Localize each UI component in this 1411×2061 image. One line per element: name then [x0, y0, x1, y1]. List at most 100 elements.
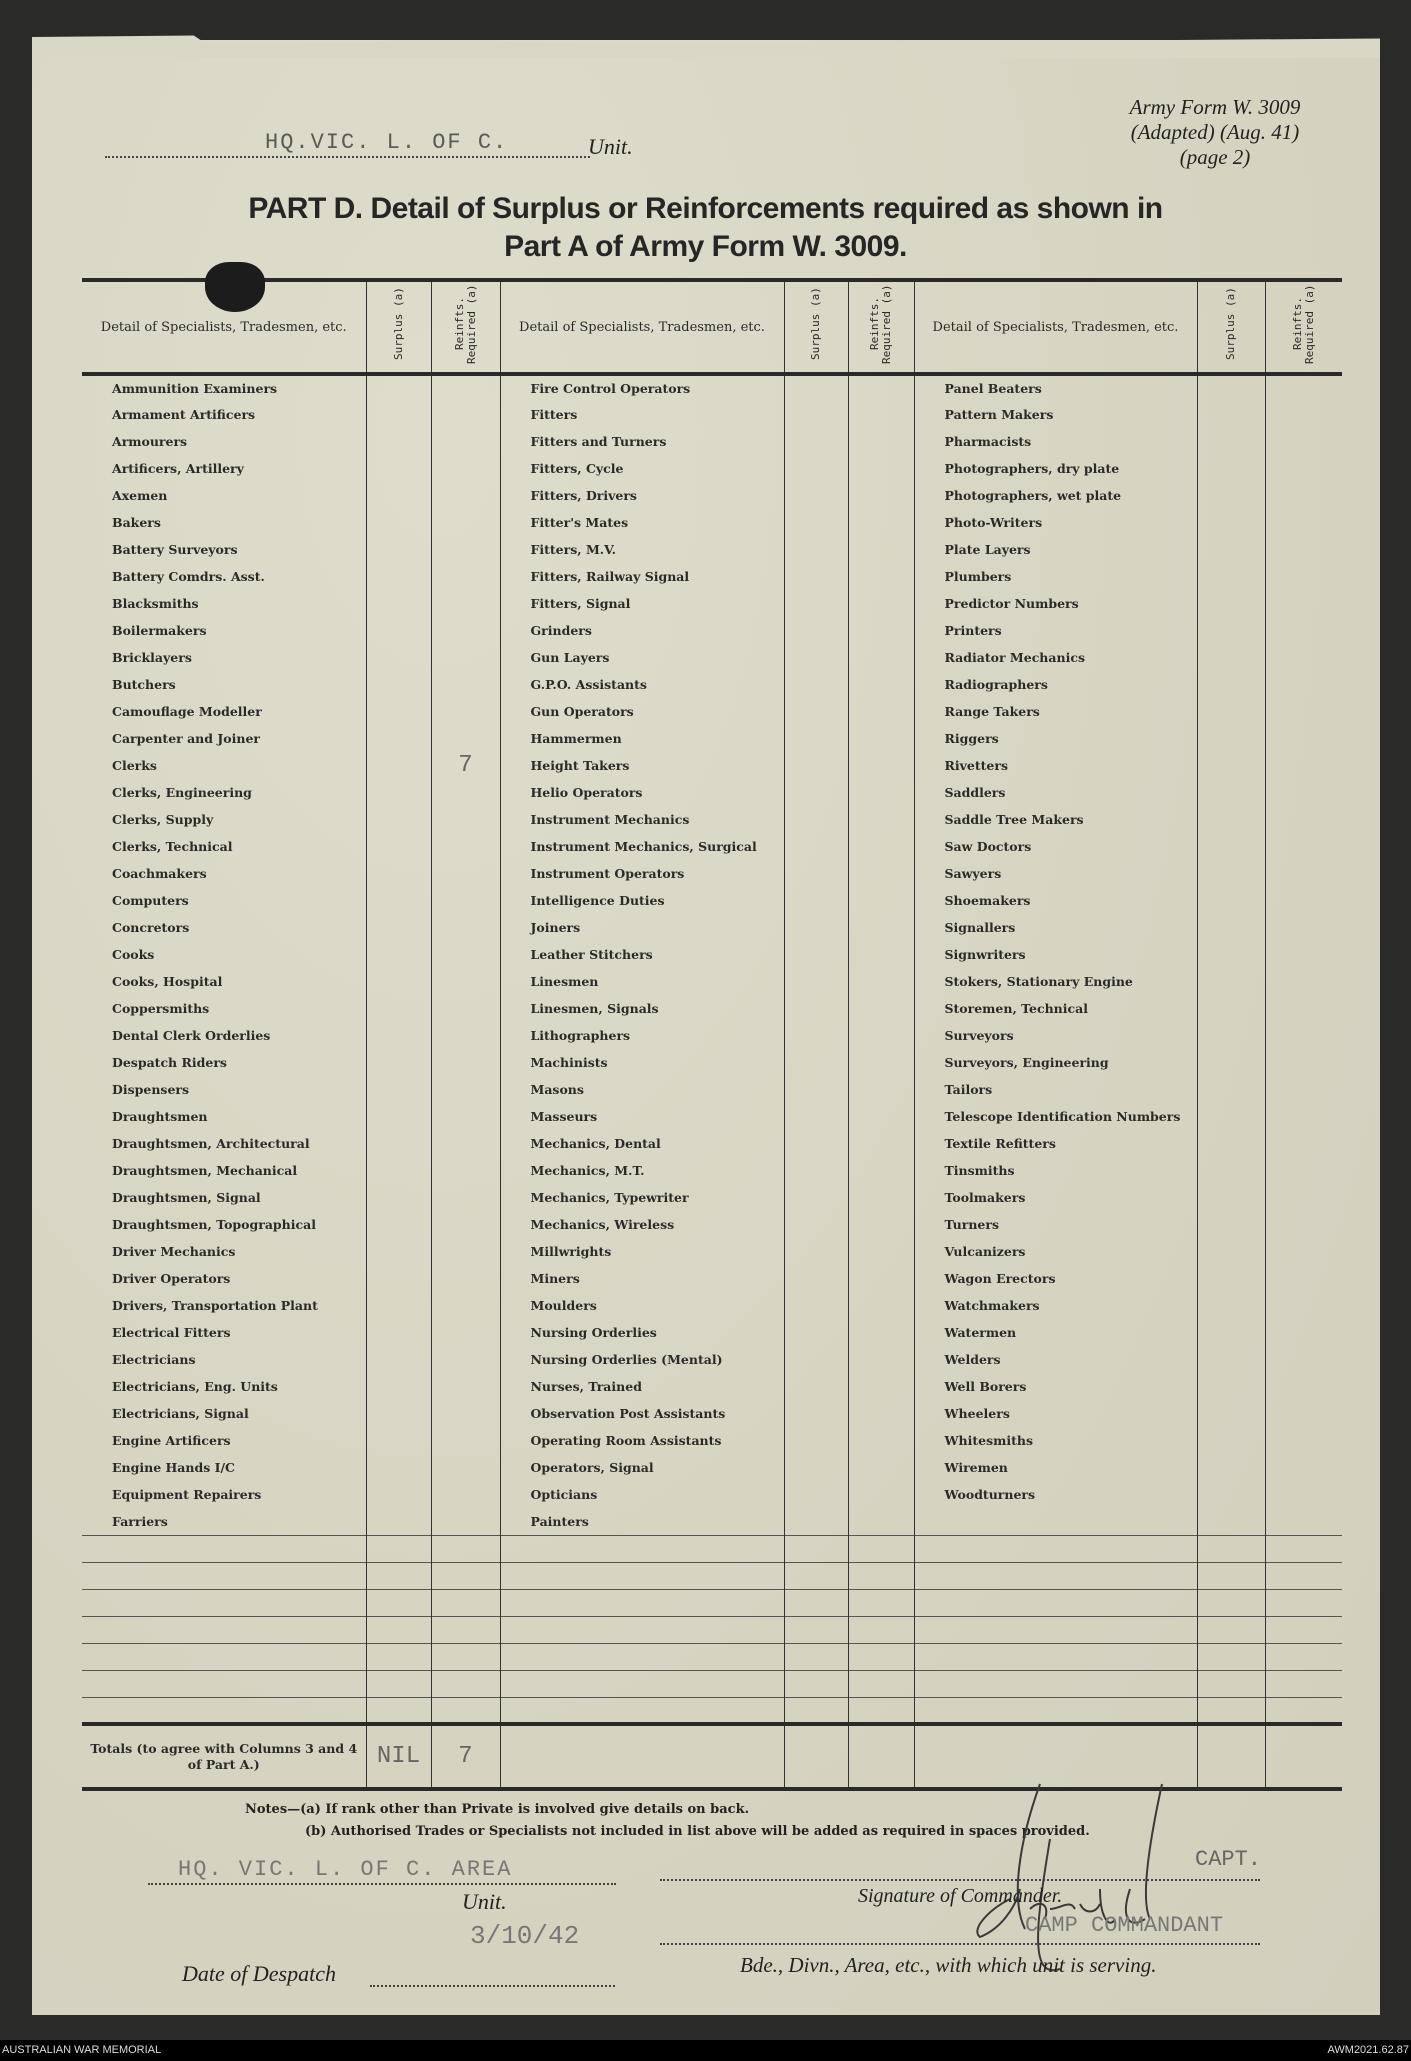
surplus-cell[interactable] — [365, 536, 432, 563]
surplus-cell[interactable] — [365, 1508, 432, 1535]
reinfts-cell[interactable] — [430, 401, 501, 428]
surplus-cell[interactable] — [783, 1616, 849, 1643]
surplus-cell[interactable] — [783, 1454, 849, 1481]
reinfts-cell[interactable] — [847, 1562, 915, 1589]
surplus-cell[interactable] — [783, 887, 849, 914]
surplus-cell[interactable] — [783, 1076, 849, 1103]
reinfts-cell[interactable] — [1264, 1373, 1342, 1400]
surplus-cell[interactable] — [1196, 725, 1266, 752]
surplus-cell[interactable] — [783, 1697, 849, 1724]
reinfts-cell[interactable] — [1264, 1211, 1342, 1238]
surplus-cell[interactable] — [783, 806, 849, 833]
reinfts-cell[interactable] — [430, 428, 501, 455]
reinfts-cell[interactable] — [847, 428, 915, 455]
surplus-cell[interactable] — [783, 536, 849, 563]
surplus-cell[interactable] — [1196, 941, 1266, 968]
surplus-cell[interactable] — [783, 725, 849, 752]
reinfts-cell[interactable] — [847, 1238, 915, 1265]
reinfts-cell[interactable] — [847, 563, 915, 590]
reinfts-cell[interactable] — [847, 806, 915, 833]
surplus-cell[interactable] — [365, 590, 432, 617]
surplus-cell[interactable] — [365, 941, 432, 968]
surplus-cell[interactable] — [365, 698, 432, 725]
surplus-cell[interactable] — [783, 1346, 849, 1373]
surplus-cell[interactable] — [783, 1238, 849, 1265]
surplus-cell[interactable] — [783, 617, 849, 644]
surplus-cell[interactable] — [783, 671, 849, 698]
surplus-cell[interactable] — [783, 1292, 849, 1319]
reinfts-cell[interactable] — [847, 1481, 915, 1508]
surplus-cell[interactable] — [365, 1049, 432, 1076]
reinfts-cell[interactable] — [1264, 887, 1342, 914]
reinfts-cell[interactable] — [430, 995, 501, 1022]
surplus-cell[interactable] — [365, 995, 432, 1022]
reinfts-cell[interactable] — [430, 941, 501, 968]
reinfts-cell[interactable] — [430, 1157, 501, 1184]
surplus-cell[interactable] — [1196, 374, 1266, 401]
reinfts-cell[interactable] — [430, 833, 501, 860]
surplus-cell[interactable] — [783, 914, 849, 941]
reinfts-cell[interactable] — [847, 860, 915, 887]
surplus-cell[interactable] — [1196, 455, 1266, 482]
surplus-cell[interactable] — [783, 590, 849, 617]
reinfts-cell[interactable] — [430, 779, 501, 806]
surplus-cell[interactable] — [783, 1103, 849, 1130]
reinfts-cell[interactable] — [430, 617, 501, 644]
surplus-cell[interactable] — [783, 1049, 849, 1076]
reinfts-cell[interactable] — [847, 1346, 915, 1373]
surplus-cell[interactable] — [365, 1211, 432, 1238]
surplus-cell[interactable] — [1196, 644, 1266, 671]
reinfts-cell[interactable] — [430, 914, 501, 941]
surplus-cell[interactable] — [783, 563, 849, 590]
reinfts-cell[interactable] — [1264, 1535, 1342, 1562]
reinfts-cell[interactable] — [430, 1238, 501, 1265]
surplus-cell[interactable] — [783, 1130, 849, 1157]
reinfts-cell[interactable] — [1264, 1184, 1342, 1211]
reinfts-cell[interactable] — [430, 1076, 501, 1103]
surplus-cell[interactable] — [783, 1508, 849, 1535]
surplus-cell[interactable] — [1196, 1076, 1266, 1103]
surplus-cell[interactable] — [1196, 1346, 1266, 1373]
reinfts-cell[interactable] — [847, 1400, 915, 1427]
reinfts-cell[interactable] — [1264, 860, 1342, 887]
surplus-cell[interactable] — [783, 644, 849, 671]
reinfts-cell[interactable] — [430, 887, 501, 914]
reinfts-cell[interactable] — [1264, 1076, 1342, 1103]
surplus-cell[interactable] — [1196, 671, 1266, 698]
surplus-cell[interactable] — [365, 887, 432, 914]
reinfts-cell[interactable] — [430, 806, 501, 833]
surplus-cell[interactable] — [783, 698, 849, 725]
surplus-cell[interactable] — [365, 563, 432, 590]
reinfts-cell[interactable] — [1264, 563, 1342, 590]
surplus-cell[interactable] — [783, 1670, 849, 1697]
reinfts-cell[interactable] — [847, 779, 915, 806]
surplus-cell[interactable] — [365, 401, 432, 428]
reinfts-cell[interactable] — [430, 1022, 501, 1049]
reinfts-cell[interactable] — [430, 644, 501, 671]
reinfts-cell[interactable] — [430, 1319, 501, 1346]
reinfts-cell[interactable] — [847, 671, 915, 698]
reinfts-cell[interactable] — [847, 401, 915, 428]
reinfts-cell[interactable] — [430, 968, 501, 995]
surplus-cell[interactable] — [365, 482, 432, 509]
reinfts-cell[interactable] — [1264, 1346, 1342, 1373]
surplus-cell[interactable] — [1196, 1292, 1266, 1319]
reinfts-cell[interactable] — [1264, 1103, 1342, 1130]
reinfts-cell[interactable] — [1264, 1022, 1342, 1049]
reinfts-cell[interactable] — [430, 536, 501, 563]
surplus-cell[interactable] — [365, 1643, 432, 1670]
surplus-cell[interactable] — [1196, 1400, 1266, 1427]
surplus-cell[interactable] — [365, 779, 432, 806]
reinfts-cell[interactable] — [1264, 1427, 1342, 1454]
surplus-cell[interactable] — [365, 806, 432, 833]
surplus-cell[interactable] — [1196, 617, 1266, 644]
reinfts-cell[interactable] — [430, 1670, 501, 1697]
reinfts-cell[interactable] — [430, 725, 501, 752]
surplus-cell[interactable] — [783, 1589, 849, 1616]
reinfts-cell[interactable] — [1264, 1697, 1342, 1724]
surplus-cell[interactable] — [1196, 1508, 1266, 1535]
reinfts-cell[interactable] — [430, 1454, 501, 1481]
surplus-cell[interactable] — [365, 1265, 432, 1292]
surplus-cell[interactable] — [1196, 1319, 1266, 1346]
surplus-cell[interactable] — [365, 833, 432, 860]
